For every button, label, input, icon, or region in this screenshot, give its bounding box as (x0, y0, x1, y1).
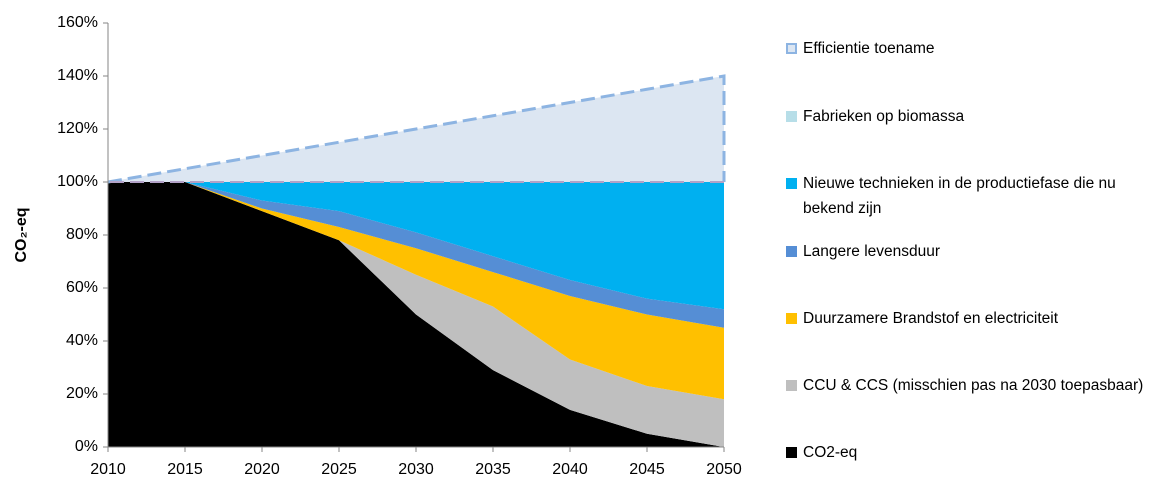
y-tick-label: 160% (57, 14, 98, 31)
legend-swatch (786, 178, 797, 189)
legend-item: Nieuwe technieken in de productiefase di… (780, 171, 1158, 221)
legend-item: Langere levensduur (780, 239, 1158, 264)
x-tick-label: 2040 (552, 461, 588, 478)
x-tick-label: 2020 (244, 461, 280, 478)
legend-item: CO2-eq (780, 440, 1158, 465)
legend-swatch (786, 313, 797, 324)
y-tick-label: 0% (75, 438, 98, 455)
x-tick-label: 2010 (90, 461, 126, 478)
area (108, 182, 724, 328)
legend-swatch (786, 111, 797, 122)
x-tick-label: 2050 (706, 461, 742, 478)
y-tick-label: 40% (66, 332, 98, 349)
y-tick-label: 140% (57, 67, 98, 84)
legend-item: Efficientie toename (780, 36, 1158, 61)
legend-swatch (786, 380, 797, 391)
legend-label: Nieuwe technieken in de productiefase di… (803, 175, 1116, 217)
legend-swatch (786, 43, 797, 54)
legend-label: Fabrieken op biomassa (803, 108, 965, 125)
legend-label: Duurzamere Brandstof en electriciteit (803, 310, 1059, 327)
y-tick-label: 80% (66, 226, 98, 243)
legend-item: Duurzamere Brandstof en electriciteit (780, 306, 1158, 331)
x-tick-label: 2015 (167, 461, 203, 478)
legend-label: Langere levensduur (803, 243, 941, 260)
x-tick-label: 2025 (321, 461, 357, 478)
legend-label: CCU & CCS (misschien pas na 2030 toepasb… (803, 377, 1144, 394)
y-tick-label: 20% (66, 385, 98, 402)
area-outline (107, 74, 726, 184)
y-axis-label: CO₂-eq (13, 207, 30, 262)
legend-label: Efficientie toename (803, 40, 935, 57)
area (108, 182, 724, 447)
legend-swatch (786, 447, 797, 458)
y-tick-label: 100% (57, 173, 98, 190)
legend-label: CO2-eq (803, 444, 858, 461)
legend-swatch (786, 246, 797, 257)
x-tick-label: 2045 (629, 461, 665, 478)
legend-item: Fabrieken op biomassa (780, 104, 1158, 129)
y-tick-label: 60% (66, 279, 98, 296)
area (108, 182, 724, 310)
area (108, 182, 724, 400)
y-tick-label: 120% (57, 120, 98, 137)
x-tick-label: 2035 (475, 461, 511, 478)
legend-item: CCU & CCS (misschien pas na 2030 toepasb… (780, 373, 1158, 398)
x-tick-label: 2030 (398, 461, 434, 478)
